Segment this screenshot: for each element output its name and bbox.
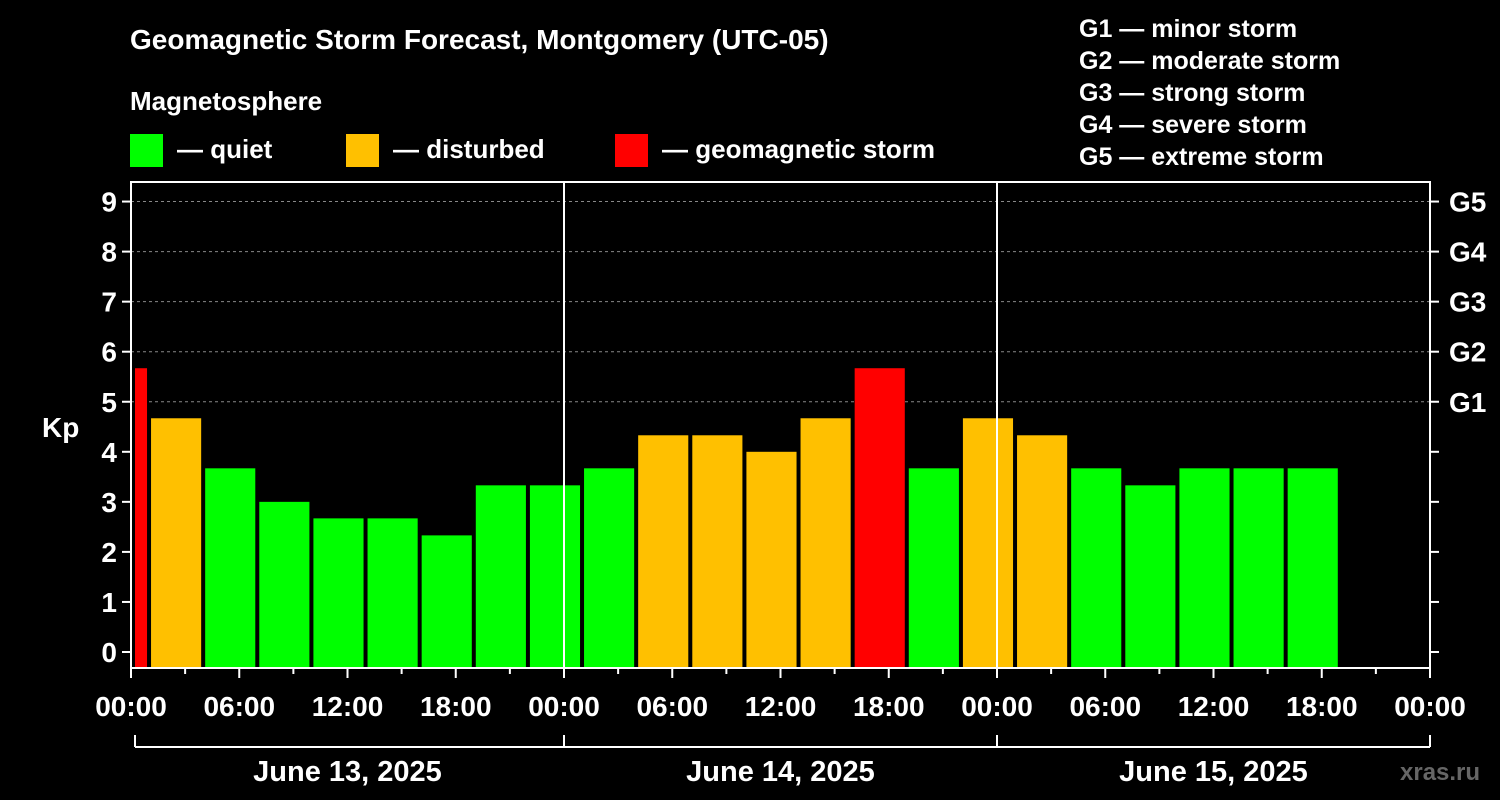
storm-scale-g3: G3 — strong storm (1079, 79, 1305, 107)
x-tick-label-11: 18:00 (1286, 691, 1358, 722)
right-tick-label-G1: G1 (1449, 387, 1486, 418)
y-tick-label-2: 2 (101, 537, 117, 568)
kp-bar-18 (1071, 468, 1122, 668)
storm-scale-g2: G2 — moderate storm (1079, 47, 1340, 75)
kp-bar-10 (638, 435, 689, 668)
chart-title: Geomagnetic Storm Forecast, Montgomery (… (130, 24, 829, 55)
legend: — quiet — disturbed — geomagnetic storm (130, 134, 935, 167)
bars (135, 368, 1338, 668)
storm-scale-g5: G5 — extreme storm (1079, 143, 1324, 171)
storm-scale-legend: G1 — minor storm G2 — moderate storm G3 … (1079, 15, 1340, 171)
kp-bar-12 (746, 451, 797, 668)
y-tick-label-0: 0 (101, 637, 117, 668)
right-tick-label-G3: G3 (1449, 287, 1486, 318)
day-labels: June 13, 2025 June 14, 2025 June 15, 2025 (134, 735, 1431, 788)
day-label-1: June 13, 2025 (253, 756, 442, 788)
kp-bar-16 (962, 418, 1014, 668)
y-tick-label-4: 4 (101, 437, 117, 468)
kp-bar-11 (692, 435, 743, 668)
kp-bar-2 (205, 468, 256, 668)
legend-swatch-storm (615, 134, 648, 167)
kp-bar-6 (421, 535, 472, 668)
storm-scale-g1: G1 — minor storm (1079, 15, 1297, 43)
magnetosphere-label: Magnetosphere (130, 86, 322, 116)
y-tick-label-6: 6 (101, 337, 117, 368)
y-axis-label: Kp (42, 412, 79, 443)
kp-bar-3 (259, 501, 310, 668)
legend-swatch-disturbed (346, 134, 379, 167)
y-tick-label-9: 9 (101, 187, 117, 218)
right-tick-label-G2: G2 (1449, 337, 1486, 368)
kp-bar-14 (854, 368, 905, 668)
x-tick-label-6: 12:00 (745, 691, 817, 722)
grid-lines (131, 201, 1430, 403)
y-ticks: 0 1 2 3 4 5 6 7 8 9 (101, 187, 131, 668)
x-tick-label-0: 00:00 (95, 691, 167, 722)
kp-bar-8 (529, 485, 581, 668)
watermark: xras.ru (1400, 759, 1480, 786)
kp-bar-15 (908, 468, 959, 668)
y-tick-label-7: 7 (101, 287, 117, 318)
kp-bar-13 (800, 418, 851, 668)
x-tick-label-7: 18:00 (853, 691, 925, 722)
x-tick-label-5: 06:00 (636, 691, 708, 722)
kp-bar-19 (1125, 485, 1176, 668)
legend-swatch-quiet (130, 134, 163, 167)
kp-bar-17 (1017, 435, 1068, 668)
x-tick-label-9: 06:00 (1069, 691, 1141, 722)
x-tick-label-10: 12:00 (1178, 691, 1250, 722)
x-tick-label-12: 00:00 (1394, 691, 1466, 722)
y-tick-label-5: 5 (101, 387, 117, 418)
kp-bar-20 (1179, 468, 1230, 668)
legend-label-disturbed: — disturbed (393, 134, 545, 164)
kp-bar-7 (475, 485, 526, 668)
legend-label-quiet: — quiet (177, 134, 273, 164)
storm-scale-g4: G4 — severe storm (1079, 111, 1307, 139)
x-tick-label-1: 06:00 (203, 691, 275, 722)
day-label-3: June 15, 2025 (1119, 756, 1308, 788)
y-tick-label-8: 8 (101, 237, 117, 268)
kp-bar-4 (313, 518, 364, 668)
x-tick-label-2: 12:00 (312, 691, 384, 722)
x-ticks: 00:00 06:00 12:00 18:00 00:00 06:00 12:00 18:00… (95, 668, 1466, 722)
kp-bar-0 (135, 368, 148, 668)
kp-bar-9 (584, 468, 635, 668)
right-tick-label-G4: G4 (1449, 237, 1487, 268)
day-label-2: June 14, 2025 (686, 756, 875, 788)
kp-bar-5 (367, 518, 418, 668)
kp-bar-21 (1233, 468, 1284, 668)
legend-label-storm: — geomagnetic storm (662, 134, 935, 164)
y-tick-label-3: 3 (101, 487, 117, 518)
x-tick-label-3: 18:00 (420, 691, 492, 722)
x-tick-label-8: 00:00 (961, 691, 1033, 722)
kp-bar-22 (1287, 468, 1338, 668)
right-ticks: G1 G2 G3 G4 G5 (1430, 187, 1487, 653)
right-tick-label-G5: G5 (1449, 187, 1486, 218)
kp-bar-1 (151, 418, 202, 668)
y-tick-label-1: 1 (101, 587, 117, 618)
x-tick-label-4: 00:00 (528, 691, 600, 722)
